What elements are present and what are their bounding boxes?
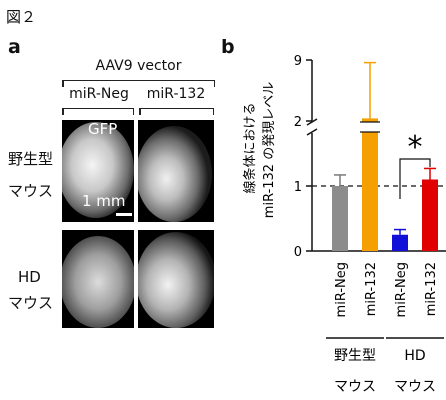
significance-label: * bbox=[408, 130, 423, 165]
figure-title: 図２ bbox=[6, 8, 37, 26]
column-label-mir-neg: miR-Neg bbox=[69, 86, 129, 102]
scale-bar bbox=[116, 213, 132, 216]
y-tick-label-2: 2 bbox=[294, 115, 302, 130]
brain-image-wt-mir-132 bbox=[138, 120, 214, 222]
y-axis-label-line2: miR-132 の発現レベル bbox=[262, 82, 277, 218]
panel-a-letter: a bbox=[8, 36, 21, 58]
column-label-mir-132: miR-132 bbox=[146, 86, 206, 102]
bar-break-gap bbox=[360, 122, 380, 132]
brain-image-wt-mir-neg bbox=[62, 120, 134, 222]
bar-3 bbox=[422, 179, 438, 251]
row-label-hd: HD マウス bbox=[8, 264, 53, 316]
row-label-wild-type-line2: マウス bbox=[8, 182, 54, 200]
y-axis-label-line1: 線条体における bbox=[242, 102, 258, 193]
category-label-2: miR-Neg bbox=[394, 262, 409, 317]
group-label-1-line2: マウス bbox=[394, 379, 436, 395]
row-label-wild-type: 野生型 マウス bbox=[8, 146, 53, 204]
scale-bar-label: 1 mm bbox=[82, 192, 126, 210]
significance-bracket bbox=[399, 158, 431, 199]
column-bracket-mir-132 bbox=[139, 108, 214, 115]
category-label-1: miR-132 bbox=[364, 262, 379, 316]
panel-b-letter: b bbox=[221, 36, 235, 58]
vector-bracket bbox=[62, 80, 215, 87]
y-tick-label-0: 0 bbox=[294, 245, 302, 260]
category-label-0: miR-Neg bbox=[334, 262, 349, 317]
category-label-3: miR-132 bbox=[424, 262, 439, 316]
row-label-wild-type-line1: 野生型 bbox=[8, 150, 54, 168]
y-tick-label-1: 1 bbox=[294, 180, 302, 195]
group-label-0-line1: 野生型 bbox=[334, 348, 376, 364]
gfp-label: GFP bbox=[88, 120, 118, 138]
group-label-0-line2: マウス bbox=[334, 379, 376, 395]
brain-image-hd-mir-132 bbox=[138, 230, 214, 328]
y-axis-break-mark-upper bbox=[306, 118, 318, 126]
y-tick-label-9: 9 bbox=[294, 54, 302, 69]
row-label-hd-line2: マウス bbox=[8, 294, 54, 312]
row-label-hd-line1: HD bbox=[18, 268, 41, 286]
column-bracket-mir-neg bbox=[62, 108, 134, 115]
vector-label: AAV9 vector bbox=[95, 58, 182, 74]
bar-2 bbox=[392, 234, 408, 251]
bar-1 bbox=[362, 118, 378, 251]
bar-0 bbox=[332, 186, 348, 251]
y-axis-break-mark-lower bbox=[306, 128, 318, 136]
brain-image-hd-mir-neg bbox=[62, 230, 134, 328]
group-label-1-line1: HD bbox=[404, 348, 425, 364]
